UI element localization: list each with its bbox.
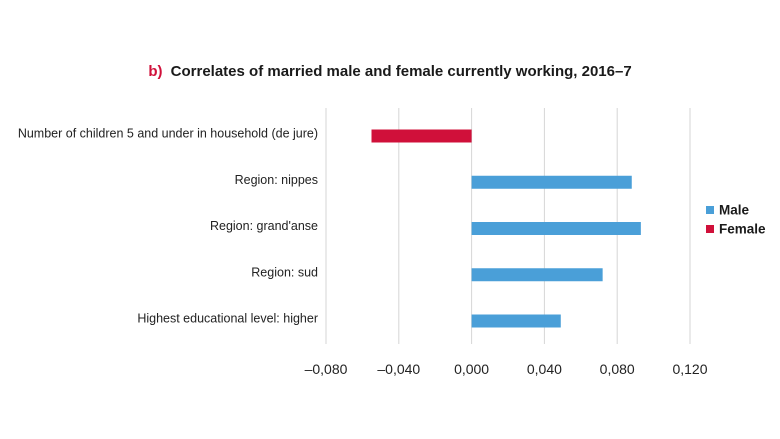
legend-label-male: Male (719, 203, 750, 218)
bar-male (471, 175, 632, 189)
legend-swatch-female (706, 225, 714, 233)
x-axis-tick-labels: –0,080 –0,040 0,000 0,040 0,080 0,120 (305, 361, 708, 377)
chart-title: b) Correlates of married male and female… (148, 63, 631, 80)
x-tick-label: –0,080 (305, 361, 348, 377)
bar-male (471, 222, 641, 235)
x-tick-label: 0,080 (600, 361, 635, 377)
x-tick-label: 0,040 (527, 361, 562, 377)
legend-swatch-male (706, 206, 714, 214)
category-label: Highest educational level: higher (137, 312, 318, 326)
legend-label-female: Female (719, 222, 766, 237)
x-tick-label: 0,120 (672, 361, 707, 377)
category-label: Region: grand'anse (210, 219, 318, 233)
category-labels: Number of children 5 and under in househ… (18, 127, 318, 326)
chart-title-prefix: b) (148, 63, 162, 80)
category-label: Region: nippes (235, 173, 318, 187)
bar-female (371, 129, 472, 143)
bar-male (471, 314, 561, 328)
bars (371, 129, 641, 328)
legend: Male Female (706, 203, 766, 237)
x-tick-label: –0,040 (377, 361, 420, 377)
chart-title-text: Correlates of married male and female cu… (171, 63, 632, 80)
category-label: Region: sud (251, 265, 318, 279)
x-tick-label: 0,000 (454, 361, 489, 377)
bar-male (471, 268, 603, 282)
category-label: Number of children 5 and under in househ… (18, 127, 318, 141)
